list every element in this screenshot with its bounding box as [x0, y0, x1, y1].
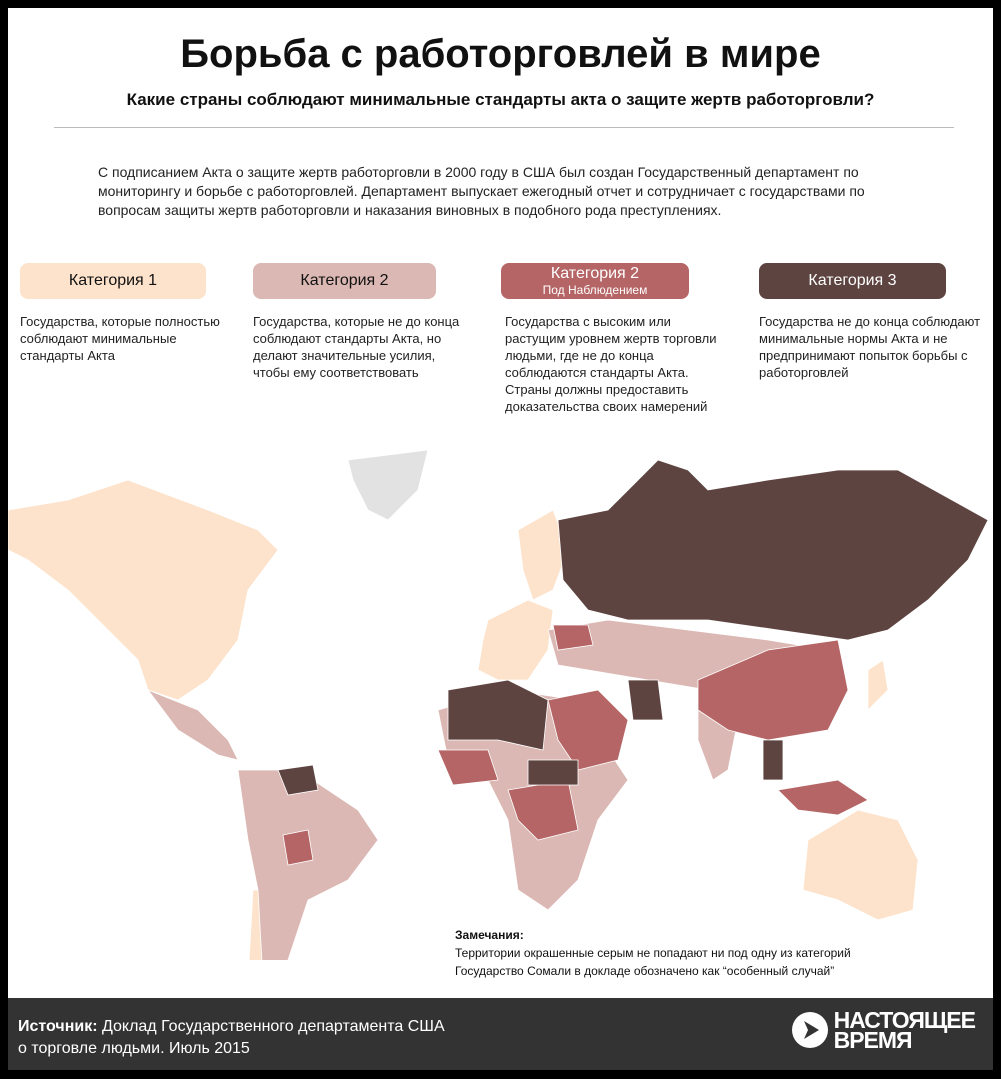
source-text: Источник: Доклад Государственного департ…	[18, 1016, 448, 1060]
source-label: Источник:	[18, 1018, 98, 1035]
region-south-america	[237, 769, 379, 960]
logo-line: настоящее	[833, 1007, 976, 1033]
legend-category-2-watch: Категория 2 Под Наблюдением	[501, 263, 689, 299]
page-subtitle: Какие страны соблюдают минимальные станд…	[126, 90, 875, 109]
legend-label: Категория 1	[68, 272, 158, 289]
legend-category-2: Категория 2	[253, 263, 436, 299]
note-line: Государство Сомали в докладе обозначено …	[455, 964, 835, 978]
region-japan	[867, 659, 889, 711]
page-title: Борьба с работорговлей в мире	[180, 32, 821, 76]
region-west-africa	[437, 749, 499, 786]
region-venezuela	[277, 764, 319, 796]
category-2-description: Государства, которые не до конца соблюда…	[253, 314, 460, 380]
divider	[54, 127, 954, 128]
world-map	[8, 449, 989, 960]
region-southeast-asia-islands	[777, 779, 869, 816]
category-1-description: Государства, которые полностью соблюдают…	[20, 314, 220, 363]
region-thailand	[762, 739, 784, 781]
region-sudan	[527, 759, 579, 786]
legend-sublabel: Под Наблюдением	[542, 283, 648, 297]
region-russia	[557, 459, 989, 641]
notes: Замечания: Территории окрашенные серым н…	[455, 926, 851, 980]
region-north-africa	[447, 679, 549, 751]
region-greenland	[347, 449, 429, 521]
category-3-description: Государства не до конца соблюдают минима…	[759, 314, 981, 380]
legend-label: Категория 3	[808, 272, 897, 289]
region-australia	[802, 809, 919, 921]
region-iran	[627, 679, 664, 721]
logo: настоящее время	[790, 1007, 976, 1053]
region-china	[697, 639, 849, 741]
legend-label: Категория 2	[550, 265, 640, 282]
region-bolivia	[282, 829, 314, 866]
intro-text: С подписанием Акта о защите жертв работо…	[98, 164, 865, 218]
region-north-america	[8, 479, 279, 701]
region-scandinavia	[517, 509, 569, 601]
logo-play-icon	[791, 1012, 828, 1048]
logo-line: время	[833, 1027, 913, 1053]
legend-label: Категория 2	[300, 272, 389, 289]
notes-heading: Замечания:	[455, 928, 524, 942]
category-2-watch-description: Государства с высоким или растущим уровн…	[505, 314, 717, 414]
region-central-america	[146, 689, 239, 761]
region-middle-east	[547, 689, 629, 771]
source-value: Доклад Государственного департамента США…	[18, 1018, 445, 1057]
note-line: Территории окрашенные серым не попадают …	[455, 946, 851, 960]
region-europe-west	[477, 599, 554, 681]
legend-category-3: Категория 3	[759, 263, 946, 299]
infographic: Борьба с работорговлей в мире Какие стра…	[8, 8, 993, 998]
footer: Источник: Доклад Государственного департ…	[8, 998, 993, 1070]
legend-category-1: Категория 1	[20, 263, 206, 299]
region-ukraine	[552, 624, 594, 651]
